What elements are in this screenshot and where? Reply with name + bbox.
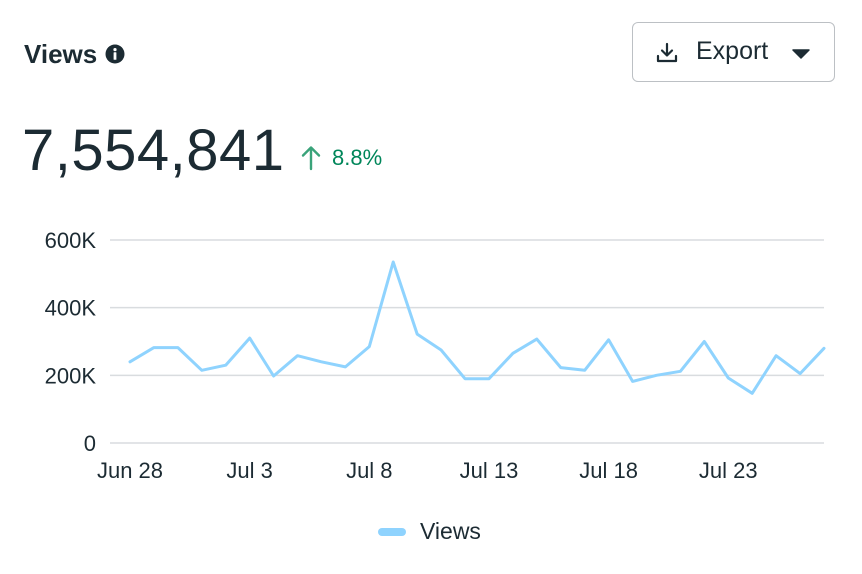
legend-label-views: Views: [420, 518, 481, 544]
y-tick-label: 0: [84, 431, 96, 456]
data-point[interactable]: [196, 364, 208, 376]
info-circle-icon[interactable]: [105, 44, 125, 64]
data-point[interactable]: [722, 372, 734, 384]
x-tick-label: Jul 13: [460, 458, 519, 483]
y-tick-label: 200K: [45, 363, 97, 388]
x-tick-label: Jul 8: [346, 458, 392, 483]
data-point[interactable]: [603, 334, 615, 346]
data-point[interactable]: [555, 362, 567, 374]
data-point[interactable]: [148, 342, 160, 354]
change-indicator: 8.8%: [300, 145, 382, 171]
data-point[interactable]: [770, 350, 782, 362]
data-point[interactable]: [220, 359, 232, 371]
data-point[interactable]: [172, 342, 184, 354]
data-point[interactable]: [627, 375, 639, 387]
data-point[interactable]: [746, 387, 758, 399]
views-line-chart: 0 200K 400K 600K Jun 28 Jul 3 Jul 8 Jul 13 Jul …: [45, 228, 830, 483]
data-point[interactable]: [483, 373, 495, 385]
y-tick-label: 400K: [45, 296, 97, 321]
data-point[interactable]: [650, 369, 662, 381]
series-line-views[interactable]: [128, 260, 826, 395]
x-tick-label: Jun 28: [97, 458, 163, 483]
data-point[interactable]: [315, 356, 327, 368]
data-point[interactable]: [579, 364, 591, 376]
change-percent: 8.8%: [332, 145, 383, 170]
data-point[interactable]: [124, 356, 136, 368]
data-point[interactable]: [387, 256, 399, 268]
download-icon: [656, 42, 678, 63]
y-axis-ticks: 0 200K 400K 600K: [45, 228, 97, 456]
data-point[interactable]: [363, 341, 375, 353]
x-tick-label: Jul 18: [579, 458, 638, 483]
x-tick-label: Jul 23: [699, 458, 758, 483]
data-point[interactable]: [435, 344, 447, 356]
arrow-up-icon: [301, 146, 321, 171]
series-layer: [124, 256, 830, 399]
gridlines: [110, 239, 824, 444]
data-point[interactable]: [292, 350, 304, 362]
caret-down-icon: [792, 49, 810, 59]
data-point[interactable]: [794, 368, 806, 380]
legend-swatch-views: [378, 527, 406, 536]
y-tick-label: 600K: [45, 228, 97, 253]
data-point[interactable]: [507, 347, 519, 359]
legend[interactable]: Views: [378, 518, 481, 545]
title-row: Views: [24, 36, 125, 72]
card-title: Views: [24, 38, 98, 69]
data-point[interactable]: [339, 361, 351, 373]
data-point[interactable]: [459, 373, 471, 385]
data-point[interactable]: [531, 333, 543, 345]
export-button[interactable]: Export: [632, 22, 835, 82]
x-tick-label: Jul 3: [226, 458, 272, 483]
data-point[interactable]: [674, 365, 686, 377]
data-point[interactable]: [268, 370, 280, 382]
data-point[interactable]: [244, 332, 256, 344]
data-point[interactable]: [411, 328, 423, 340]
x-axis-ticks: Jun 28 Jul 3 Jul 8 Jul 13 Jul 18 Jul 23: [97, 458, 758, 483]
data-point[interactable]: [818, 342, 830, 354]
total-views-value: 7,554,841: [22, 118, 285, 183]
export-label: Export: [696, 37, 769, 65]
data-point[interactable]: [698, 336, 710, 348]
